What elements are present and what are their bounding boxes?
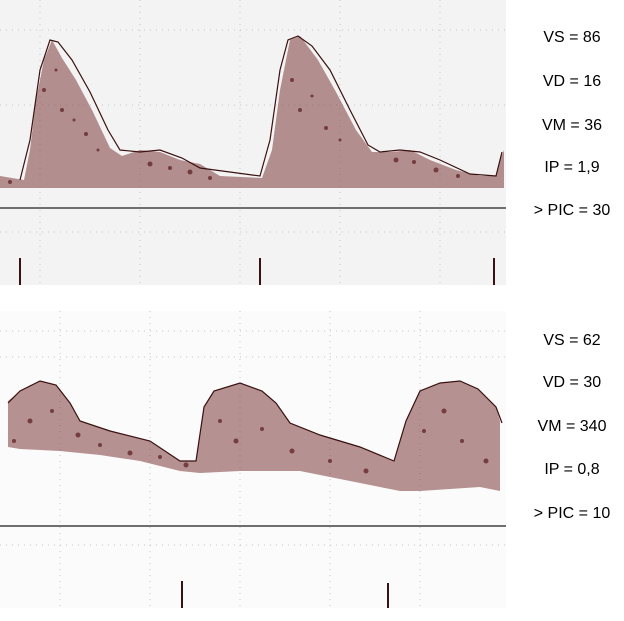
readout-vm: VM = 340 <box>520 417 624 437</box>
readout-ip: IP = 1,9 <box>520 158 624 178</box>
readout-vs: VS = 62 <box>520 331 624 351</box>
readout-vd: VD = 16 <box>520 72 624 92</box>
readout-vs: VS = 86 <box>520 28 624 48</box>
ecg-markers <box>182 581 388 608</box>
readout-pic: > PIC = 30 <box>520 201 624 221</box>
spectral-waveform <box>0 36 504 188</box>
doppler-spectrum-top <box>0 0 506 285</box>
doppler-spectrum-bottom <box>0 311 506 608</box>
spectral-waveform <box>8 381 500 491</box>
readout-pic: > PIC = 10 <box>520 504 624 524</box>
ecg-markers <box>20 258 494 285</box>
doppler-panel-top <box>0 0 506 285</box>
doppler-panel-bottom <box>0 311 506 608</box>
readout-ip: IP = 0,8 <box>520 460 624 480</box>
readout-vm: VM = 36 <box>520 116 624 136</box>
readout-vd: VD = 30 <box>520 373 624 393</box>
